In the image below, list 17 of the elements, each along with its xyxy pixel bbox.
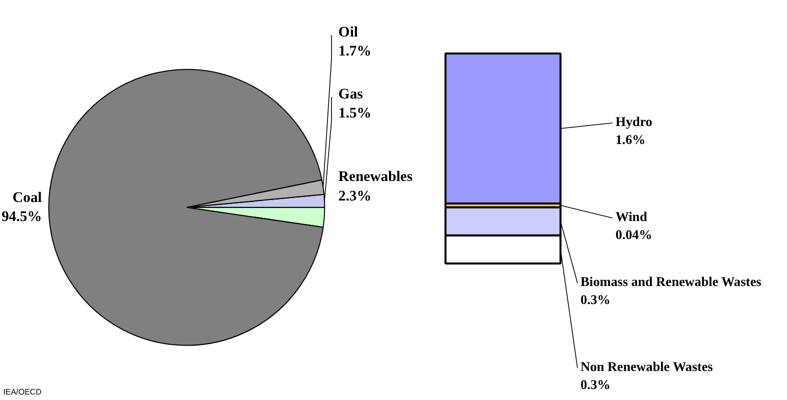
text: Biomass and Renewable Wastes xyxy=(580,274,762,289)
text: Non Renewable Wastes xyxy=(580,359,713,374)
data-label: 0.3% xyxy=(580,292,610,307)
text: IEA/OECD xyxy=(3,387,42,396)
data-label: 1.6% xyxy=(616,132,646,147)
text: Hydro xyxy=(616,114,653,129)
slice-label: Coal xyxy=(12,190,42,206)
data-label: 94.5% xyxy=(2,208,42,225)
slice-label: Renewables xyxy=(338,169,413,186)
data-label: 1.7% xyxy=(338,43,372,60)
slice-label: Oil xyxy=(338,24,358,40)
data-label: 1.5% xyxy=(338,106,372,122)
data-label: 0.04% xyxy=(616,227,652,242)
text: Wind xyxy=(616,209,648,224)
data-label: 0.3% xyxy=(580,377,610,392)
slice-label: Gas xyxy=(338,86,364,102)
data-label: 2.3% xyxy=(338,188,372,204)
